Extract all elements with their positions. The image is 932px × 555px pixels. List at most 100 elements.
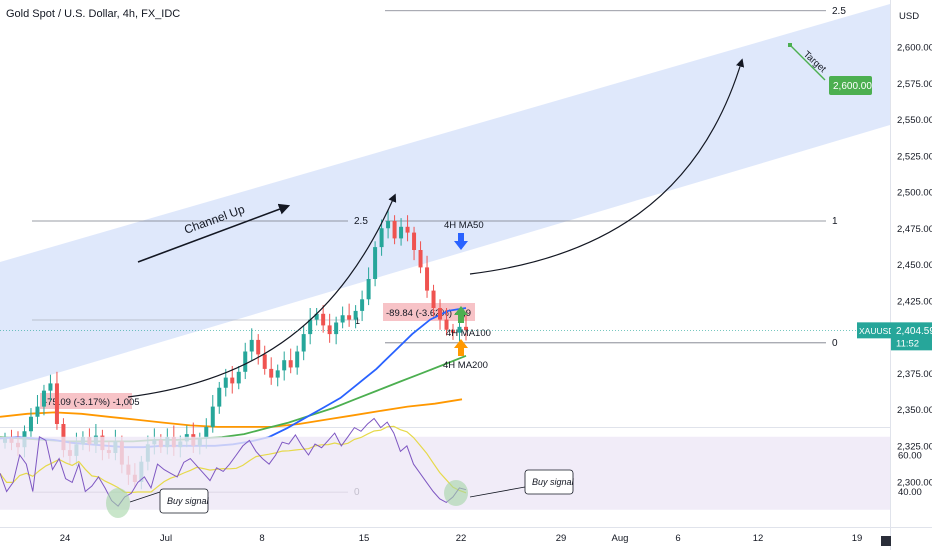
buy-signal-pointer-2	[469, 486, 526, 498]
candle-body	[41, 390, 46, 407]
time-axis-label: 22	[456, 533, 467, 544]
fib-level-1-old-label: 1	[355, 316, 360, 326]
candle-body	[204, 426, 209, 439]
candle-body	[366, 279, 371, 300]
target-price-box	[829, 76, 872, 95]
fib-level-2.5-old-label: 2.5	[354, 216, 368, 227]
channel-up-band	[0, 4, 890, 390]
buy-signal-circle-2	[444, 480, 468, 506]
price-tick-label: 2,425.00	[897, 296, 932, 307]
symbol-tag-label: XAUUSD	[859, 326, 894, 336]
previous-leg-curve	[127, 193, 397, 398]
rsi-line	[0, 417, 467, 507]
candle-body	[405, 226, 410, 233]
buy-signal-box-1	[159, 488, 209, 514]
ma50-label: 4H MA50	[444, 220, 484, 231]
fib-level-0-new-label: 0	[832, 338, 838, 349]
measure-box-1	[40, 393, 132, 409]
measure-box-2	[383, 303, 475, 321]
ma200-arrow-icon	[454, 339, 468, 356]
measure-label-1: -75.09 (-3.17%) -1,005	[44, 397, 140, 408]
time-axis-label: 15	[359, 533, 370, 544]
price-tick-label: 2,525.00	[897, 151, 932, 162]
price-tick-label: 2,575.00	[897, 79, 932, 90]
channel-up-arrow	[137, 203, 291, 263]
time-axis-label: 8	[259, 533, 264, 544]
candle-body	[392, 221, 397, 239]
time-axis-label: 6	[675, 533, 680, 544]
timezone-settings-icon	[881, 536, 891, 546]
candle-body	[373, 247, 378, 279]
candle-body	[360, 299, 365, 311]
chart-title: Gold Spot / U.S. Dollar, 4h, FX_IDC	[6, 8, 181, 20]
price-tick-label: 2,550.00	[897, 115, 932, 126]
candle-body	[353, 310, 358, 320]
candle-body	[275, 370, 280, 378]
price-tick-label: 2,300.00	[897, 478, 932, 489]
ma50-arrow-icon	[454, 233, 468, 250]
rsi-ma-line	[0, 425, 467, 494]
candle-body	[262, 354, 267, 369]
price-tick-label: 2,600.00	[897, 43, 932, 54]
candle-body	[340, 315, 345, 323]
time-axis-label: 29	[556, 533, 567, 544]
countdown-label: 11:52	[896, 338, 919, 349]
candle-body	[321, 313, 326, 326]
ma100-arrow-icon	[454, 306, 468, 323]
time-axis-label: 12	[753, 533, 764, 544]
time-axis-label: Jul	[160, 533, 172, 544]
time-axis-label: 24	[60, 533, 71, 544]
candle-body	[236, 371, 241, 384]
fib-level-1-new-label: 1	[832, 216, 838, 227]
candle-body	[35, 406, 40, 417]
candle-body	[288, 360, 293, 368]
projection-curve	[469, 58, 745, 275]
ma200-line	[0, 398, 463, 428]
candle-body	[425, 267, 430, 291]
candle-body	[418, 250, 423, 268]
target-line	[789, 44, 826, 81]
rsi-band	[0, 436, 890, 510]
candle-body	[314, 313, 319, 320]
symbol-tag-box	[857, 322, 891, 339]
price-tick-label: 2,375.00	[897, 369, 932, 380]
candle-body	[269, 368, 274, 378]
candle-body	[334, 322, 339, 335]
time-axis-label: 19	[852, 533, 863, 544]
price-tick-label: 2,450.00	[897, 260, 932, 271]
rsi-tick-label: 40.00	[898, 487, 922, 498]
price-tick-label: 2,500.00	[897, 188, 932, 199]
candle-body	[249, 339, 254, 352]
candle-body	[327, 325, 332, 335]
candle-body	[399, 226, 404, 239]
buy-signal-label-1: Buy signal	[167, 496, 210, 506]
buy-signal-pointer-1	[129, 491, 161, 503]
candle-body	[379, 228, 384, 248]
candle-body	[386, 221, 391, 229]
price-tick-label: 2,475.00	[897, 224, 932, 235]
candle-body	[295, 351, 300, 368]
measure-label-2: -89.84 (-3.62%) -8,9	[386, 308, 471, 319]
candle-body	[464, 326, 468, 331]
candle-body	[282, 360, 287, 371]
candle-body	[210, 406, 215, 427]
candle-body	[230, 377, 235, 384]
candle-body	[347, 315, 352, 320]
target-marker	[788, 43, 792, 47]
candle-body	[438, 308, 443, 320]
candle-body	[223, 377, 228, 388]
price-tick-label: 2,325.00	[897, 441, 932, 452]
target-price-label: 2,600.00	[833, 81, 872, 92]
candle-body	[48, 383, 53, 391]
candle-body	[444, 319, 449, 330]
ma100-label: 4H MA100	[446, 328, 491, 339]
buy-signal-label-2: Buy signal	[532, 477, 575, 487]
candle-body	[28, 416, 33, 432]
candle-body	[431, 290, 436, 308]
buy-signal-circle-1	[106, 488, 130, 518]
last-price-box	[891, 322, 932, 351]
time-axis-label: Aug	[612, 533, 629, 544]
candle-body	[54, 383, 59, 424]
